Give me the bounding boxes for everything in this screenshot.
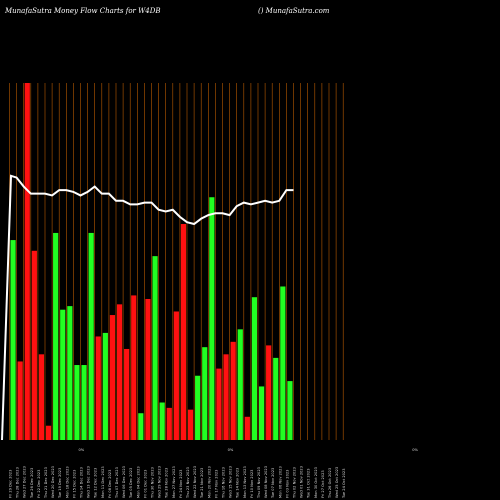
bar-39 (280, 286, 286, 440)
bar-38 (273, 357, 279, 440)
bar-18 (131, 295, 137, 440)
x-tick-label: Thu 30 Nov 2023 (151, 467, 155, 499)
bar-23 (166, 407, 172, 440)
bar-series (10, 83, 293, 440)
grid-lines (9, 83, 344, 440)
x-tick-label: Wed 08 Nov 2023 (264, 466, 268, 498)
x-tick-label: Mon 11 Dec 2023 (101, 466, 105, 498)
x-tick-label: Tue 21 Nov 2023 (200, 468, 204, 499)
x-tick-label: Thu 09 Nov 2023 (257, 467, 261, 499)
x-tick-label: Fri 22 Dec 2023 (37, 470, 41, 498)
x-tick-label: Tue 14 Nov 2023 (236, 468, 240, 499)
x-tick-label: Mon 18 Dec 2023 (65, 466, 69, 498)
bar-2 (17, 361, 23, 440)
x-tick-label: Thu 14 Dec 2023 (80, 467, 84, 499)
bar-29 (209, 197, 215, 440)
x-tick-label: Mon 06 Nov 2023 (278, 466, 282, 498)
x-tick-label: Mon 13 Nov 2023 (243, 466, 247, 498)
x-tick-label: Thu 16 Nov 2023 (222, 467, 226, 499)
bar-24 (173, 311, 179, 440)
bar-33 (237, 329, 243, 440)
money-flow-line (1, 174, 294, 441)
bar-21 (152, 256, 158, 440)
x-tick-label: Tue 24 Oct 2023 (342, 469, 346, 500)
x-tick-label: Tue 19 Dec 2023 (58, 468, 62, 499)
mid-label: 0% (228, 448, 234, 452)
bar-36 (258, 386, 265, 440)
x-tick-label: Mon 04 Dec 2023 (136, 466, 140, 498)
x-tick-label: Wed 29 Nov 2023 (158, 466, 162, 498)
x-tick-label: Thu 07 Dec 2023 (115, 467, 119, 499)
bar-14 (102, 332, 108, 440)
x-tick-label: Tue 12 Dec 2023 (94, 468, 98, 499)
bar-16 (116, 304, 123, 440)
x-tick-label: Fri 03 Nov 2023 (285, 470, 289, 498)
x-tick-label: Tue 07 Nov 2023 (271, 468, 275, 499)
x-tick-label: Mon 27 Nov 2023 (172, 466, 176, 498)
x-tick-label: Mon 20 Nov 2023 (207, 466, 211, 498)
x-tick-label: Fri 17 Nov 2023 (214, 470, 218, 498)
bar-15 (109, 315, 116, 440)
bar-17 (124, 348, 130, 440)
bar-27 (195, 375, 201, 440)
x-tick-label: Wed 15 Nov 2023 (229, 466, 233, 498)
x-tick-label: Fri 01 Dec 2023 (143, 470, 147, 498)
bar-34 (244, 416, 250, 440)
x-tick-label: Fri 24 Nov 2023 (179, 470, 183, 498)
x-tick-label: Fri 27 Oct 2023 (321, 470, 325, 498)
x-tick-label: Wed 27 Dec 2023 (23, 466, 27, 498)
bar-32 (230, 341, 236, 440)
x-tick-label: Fri 10 Nov 2023 (250, 470, 254, 498)
bar-13 (95, 336, 101, 440)
x-tick-label: Thu 26 Oct 2023 (328, 468, 332, 499)
bar-4 (31, 250, 37, 440)
bar-31 (223, 354, 229, 440)
bar-1 (10, 240, 16, 440)
x-tick-label: Wed 13 Dec 2023 (87, 466, 91, 498)
bar-35 (251, 297, 258, 440)
x-tick-label: Thu 23 Nov 2023 (186, 467, 190, 499)
bar-9 (67, 306, 73, 440)
x-tick-label: Tue 31 Oct 2023 (307, 469, 311, 500)
x-tick-label: Tue 28 Nov 2023 (165, 468, 169, 499)
x-tick-label: Thu 28 Dec 2023 (16, 467, 20, 499)
bar-6 (45, 425, 52, 440)
site-credit: () MunafaSutra.com (258, 7, 330, 15)
mid-label: 0% (412, 448, 418, 452)
x-tick-label: Thu 02 Nov 2023 (293, 467, 297, 499)
x-tick-label: Mon 30 Oct 2023 (314, 467, 318, 498)
x-tick-label: Tue 05 Dec 2023 (129, 468, 133, 499)
x-tick-label: Fri 15 Dec 2023 (72, 470, 76, 498)
x-tick-label: Wed 22 Nov 2023 (193, 466, 197, 498)
bar-22 (159, 402, 165, 440)
bar-37 (266, 345, 272, 440)
bar-40 (287, 381, 293, 440)
bar-20 (145, 298, 151, 440)
bar-26 (187, 409, 194, 440)
bar-25 (180, 224, 187, 440)
bar-28 (202, 347, 208, 440)
bar-19 (138, 413, 144, 440)
x-tick-label: Fri 29 Dec 2023 (9, 470, 13, 498)
bar-3 (24, 83, 30, 440)
x-tick-label: Thu 21 Dec 2023 (44, 467, 48, 499)
bar-10 (74, 365, 80, 440)
bar-30 (216, 368, 222, 440)
x-axis-labels: Fri 29 Dec 2023 Thu 28 Dec 2023 Wed 27 Dec… (9, 466, 347, 499)
x-tick-label: Wed 01 Nov 2023 (300, 466, 304, 498)
mid-labels: 0% 0% 0% (79, 448, 419, 452)
chart-title: MunafaSutra Money Flow Charts for W4DB (4, 7, 161, 15)
x-tick-label: Tue 26 Dec 2023 (30, 468, 34, 499)
x-tick-label: Fri 08 Dec 2023 (108, 470, 112, 498)
bar-11 (81, 365, 87, 440)
bar-5 (38, 354, 45, 440)
x-tick-label: Wed 06 Dec 2023 (122, 466, 126, 498)
x-tick-label: Wed 25 Oct 2023 (335, 467, 339, 498)
mid-label: 0% (79, 448, 85, 452)
bar-7 (53, 232, 59, 440)
bar-8 (60, 309, 66, 440)
x-tick-label: Wed 20 Dec 2023 (51, 466, 55, 498)
bar-12 (88, 232, 94, 440)
